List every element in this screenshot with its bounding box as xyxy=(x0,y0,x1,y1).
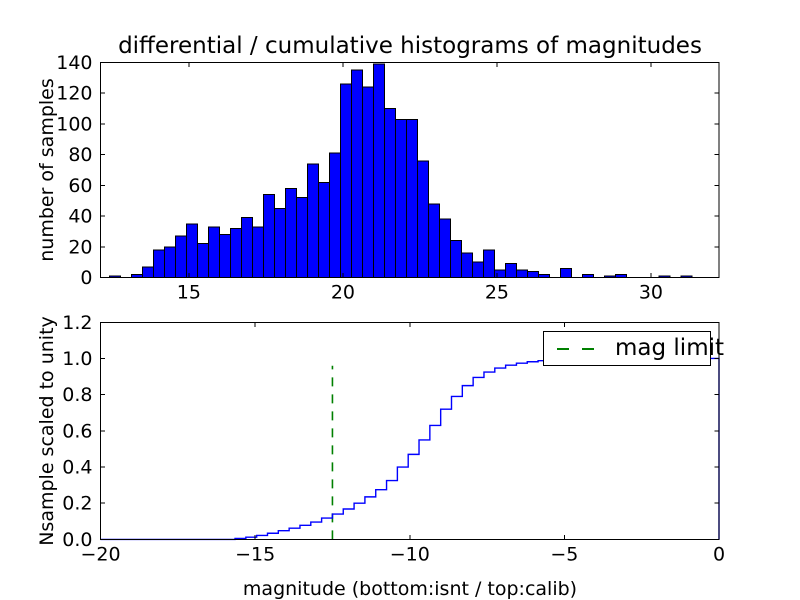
x-tick-label: −20 xyxy=(80,543,120,565)
y-tick-label: 100 xyxy=(56,113,92,135)
histogram-bar xyxy=(152,249,165,279)
y-tick-label: 80 xyxy=(68,144,92,166)
legend-box: mag limit xyxy=(543,331,724,366)
histogram-bar xyxy=(383,108,396,278)
histogram-bar xyxy=(515,269,528,279)
histogram-bar xyxy=(526,270,539,279)
x-tick-label: −5 xyxy=(550,543,578,565)
x-tick-label: 30 xyxy=(639,282,663,304)
histogram-bar xyxy=(493,269,506,279)
x-tick-label: 25 xyxy=(485,282,509,304)
histogram-bar xyxy=(207,226,220,278)
histogram-bar xyxy=(427,203,440,279)
top-ylabel: number of samples xyxy=(36,78,58,262)
histogram-bar xyxy=(295,197,308,278)
histogram-bar xyxy=(482,249,495,279)
y-tick-label: 20 xyxy=(68,236,92,258)
histogram-bar xyxy=(240,217,253,279)
y-tick-label: 0 xyxy=(80,267,92,289)
histogram-bar xyxy=(405,118,418,278)
histogram-bar xyxy=(339,83,352,278)
y-tick-label: 0.0 xyxy=(62,529,92,551)
y-tick-label: 0.4 xyxy=(62,457,92,479)
mag-limit-legend-sample-line xyxy=(557,347,601,350)
y-tick-label: 60 xyxy=(68,175,92,197)
histogram-bar xyxy=(372,63,385,278)
x-tick-label: 15 xyxy=(177,282,201,304)
histogram-bar xyxy=(141,266,154,278)
y-tick-label: 120 xyxy=(56,83,92,105)
axes-spine xyxy=(100,62,720,278)
histogram-bar xyxy=(185,223,198,278)
y-tick-label: 1.0 xyxy=(62,348,92,370)
cumulative-step-curve xyxy=(100,357,720,541)
bottom-xlabel: magnitude (bottom:isnt / top:calib) xyxy=(242,578,578,600)
histogram-bar xyxy=(174,235,187,279)
x-tick-label: −15 xyxy=(235,543,275,565)
bottom-ylabel: Nsample scaled to unity xyxy=(36,316,58,546)
histogram-bar xyxy=(328,152,341,279)
histogram-bar xyxy=(251,226,264,278)
histogram-bar xyxy=(504,263,517,278)
y-tick-label: 0.2 xyxy=(62,493,92,515)
histogram-bar xyxy=(284,187,297,278)
histogram-bar xyxy=(306,163,319,279)
histogram-bar xyxy=(416,160,429,279)
histogram-bar xyxy=(394,118,407,278)
histogram-bar xyxy=(218,234,231,278)
y-tick-label: 0.8 xyxy=(62,384,92,406)
y-tick-label: 40 xyxy=(68,206,92,228)
histogram-bar xyxy=(196,243,209,278)
x-tick-label: −10 xyxy=(390,543,430,565)
legend-label: mag limit xyxy=(615,335,725,361)
histogram-bar xyxy=(350,69,363,278)
figure-title: differential / cumulative histograms of … xyxy=(118,33,702,59)
histogram-bar xyxy=(229,227,242,279)
histogram-bar xyxy=(317,181,330,279)
histogram-bar xyxy=(262,194,275,278)
histogram-bar xyxy=(273,207,286,278)
histogram-bar xyxy=(460,252,473,279)
histogram-bar xyxy=(559,267,572,278)
histogram-bar xyxy=(163,246,176,279)
y-tick-label: 1.2 xyxy=(62,312,92,334)
x-tick-label: 0 xyxy=(713,543,725,565)
histogram-bar xyxy=(361,86,374,278)
x-tick-label: 20 xyxy=(331,282,355,304)
histogram-bar xyxy=(449,240,462,278)
y-tick-label: 140 xyxy=(56,52,92,74)
histogram-bar xyxy=(471,261,484,278)
y-tick-label: 0.6 xyxy=(62,420,92,442)
histogram-bar xyxy=(438,218,451,278)
